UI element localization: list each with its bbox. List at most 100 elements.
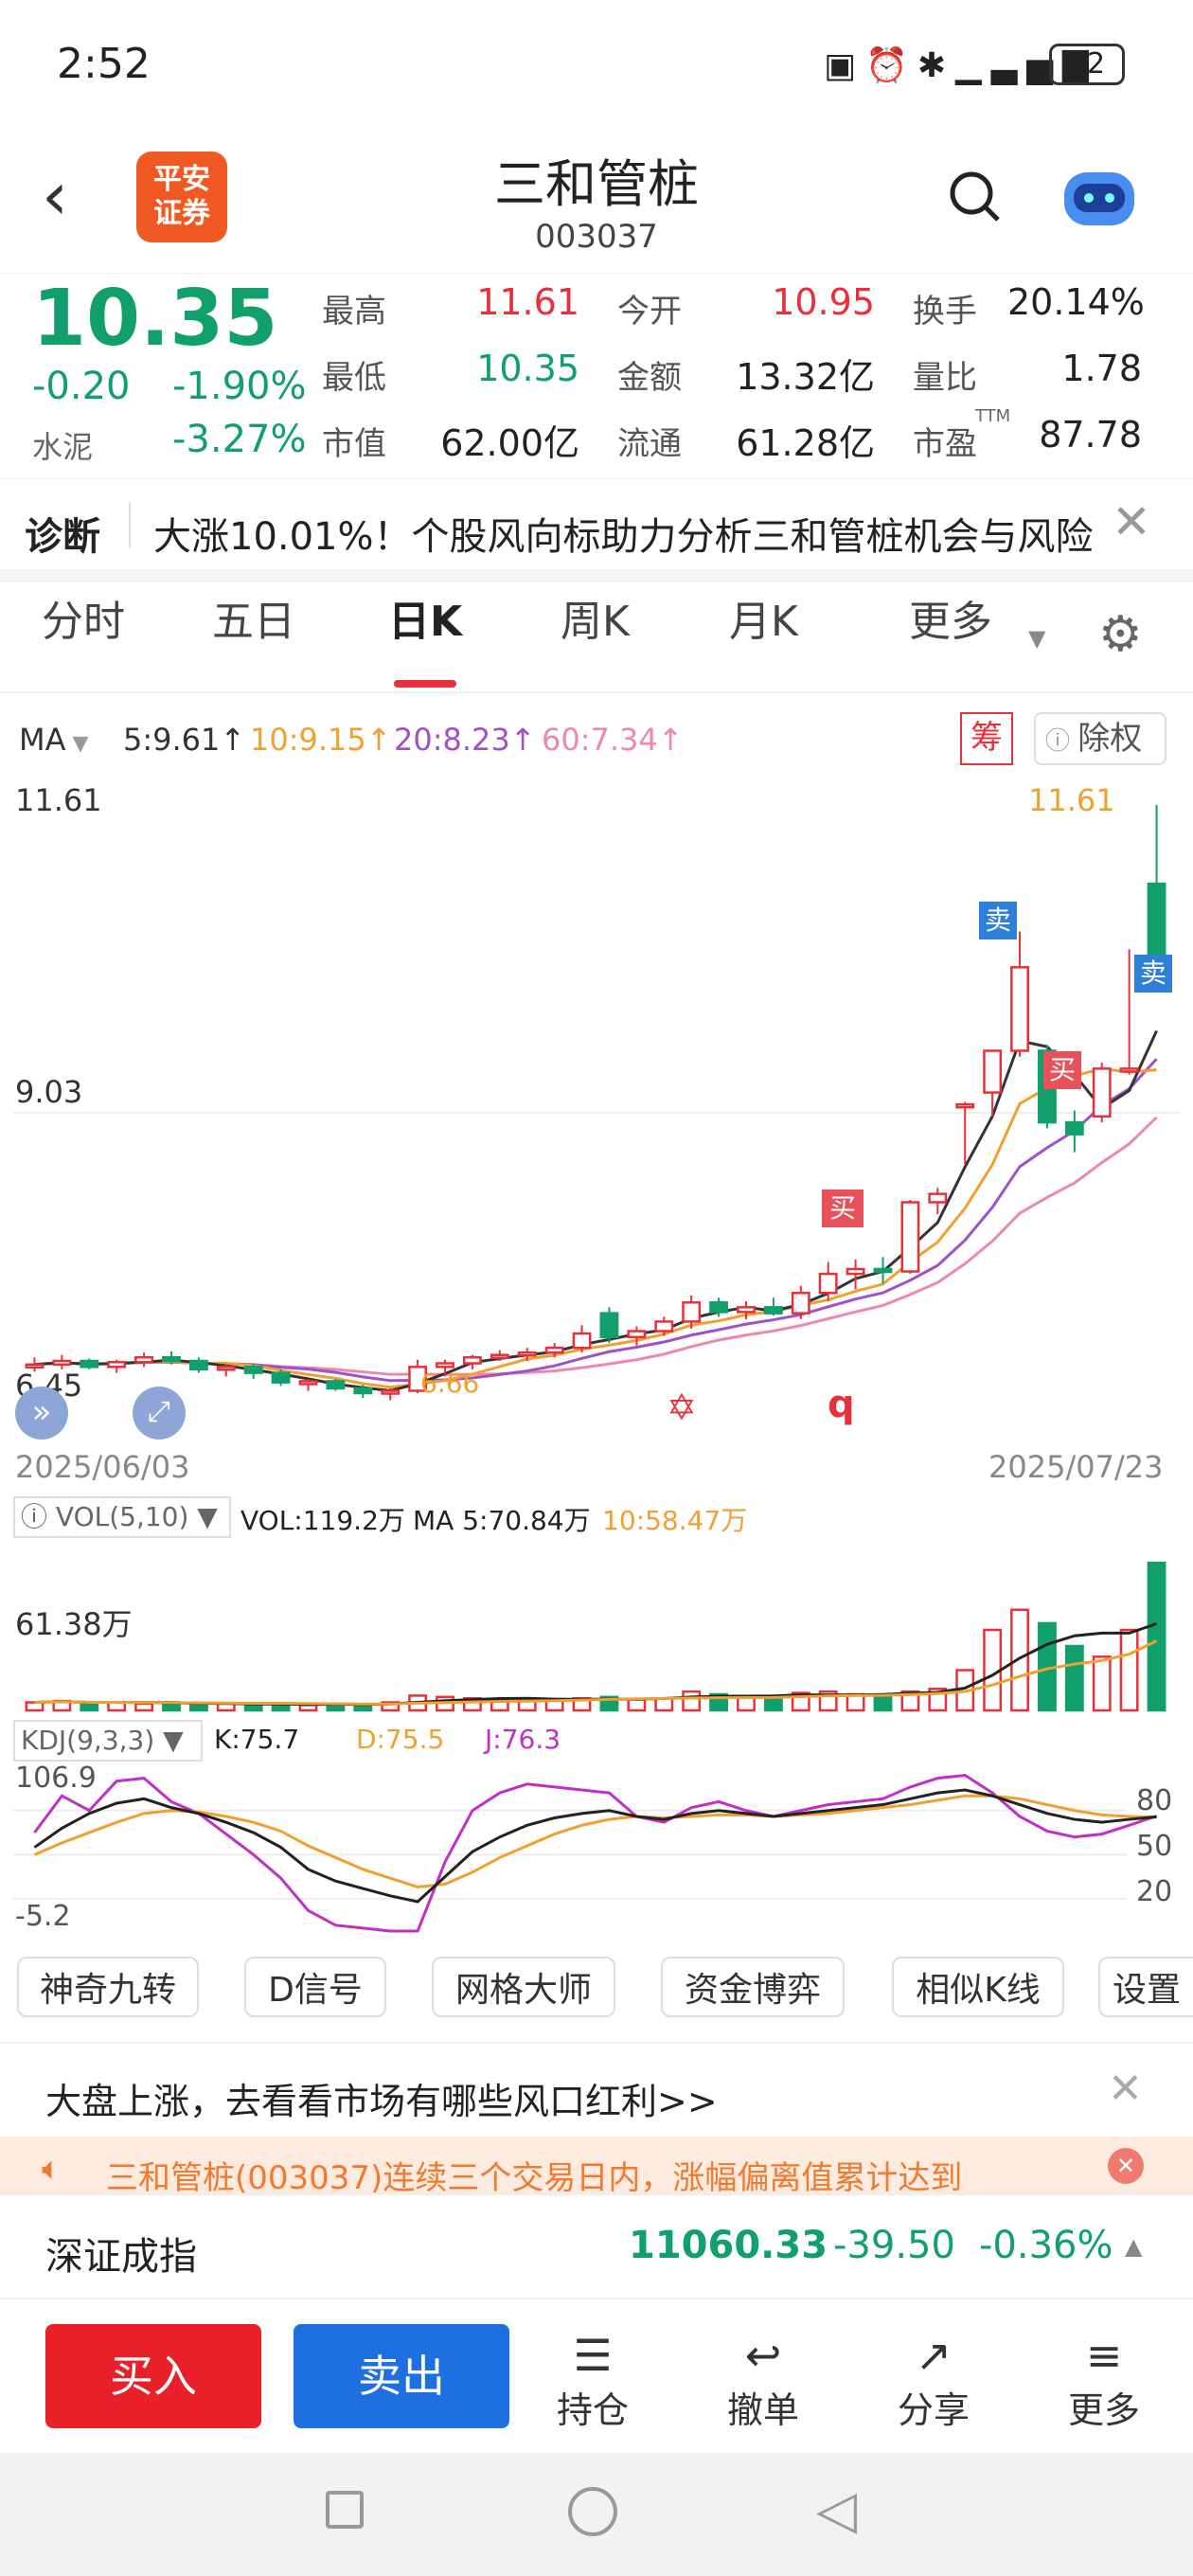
candle-body (463, 1355, 482, 1365)
chip-button[interactable]: 筹 (960, 712, 1013, 765)
ma10-line (34, 1066, 1157, 1389)
tab-daily-k[interactable]: 日K (388, 598, 463, 646)
nav-share[interactable]: ↗ 分享 (877, 2330, 990, 2433)
tab-intraday[interactable]: 分时 (42, 598, 125, 646)
candle-body (1147, 882, 1166, 957)
volume-bar (1119, 1628, 1139, 1712)
speaker-icon: 🔈︎ (42, 2150, 62, 2188)
tool-grid-master[interactable]: 网格大师 (432, 1957, 615, 2017)
kdj-indicator-selector[interactable]: KDJ(9,3,3) ▼ (13, 1720, 203, 1762)
candle-body (818, 1272, 838, 1295)
info-icon: ⓘ (21, 1501, 56, 1532)
ma10-value: 10:9.15↑ (250, 722, 392, 758)
nav-cancel-order[interactable]: ↩ 撤单 (706, 2330, 820, 2433)
active-tab-indicator (394, 680, 456, 688)
close-icon[interactable]: ✕ (1108, 2065, 1143, 2113)
candle-body (52, 1359, 72, 1367)
index-name: 深证成指 (45, 2235, 197, 2279)
candle-body (298, 1380, 318, 1386)
diagnosis-bar[interactable]: 诊断 大涨10.01%！个股风向标助力分析三和管桩机会与风险 ✕ (0, 478, 1193, 582)
kdj-chart[interactable] (0, 1763, 1193, 1943)
candle-body (1064, 1120, 1084, 1136)
vol-y-label: 61.38万 (15, 1606, 133, 1642)
tab-five-day[interactable]: 五日 (212, 598, 295, 646)
nav-more[interactable]: ≡ 更多 (1047, 2330, 1161, 2433)
notice-banner[interactable]: 🔈︎ 三和管桩(003037)连续三个交易日内，涨幅偏离值累计达到 ✕ (0, 2137, 1193, 2193)
tool-fund-game[interactable]: 资金博弈 (661, 1957, 845, 2017)
vol-ma5: MA 5:70.84万 (413, 1505, 591, 1536)
candle-body (107, 1361, 127, 1368)
tab-more[interactable]: 更多 (909, 598, 992, 646)
tool-magic-nine[interactable]: 神奇九转 (17, 1957, 199, 2017)
index-change-pct: -0.36% (979, 2224, 1113, 2267)
candle-body (25, 1363, 45, 1369)
status-time: 2:52 (57, 40, 151, 88)
ex-right-button[interactable]: ⓘ 除权 (1034, 712, 1166, 765)
close-icon[interactable]: ✕ (1108, 2148, 1144, 2184)
buy-button[interactable]: 买入 (45, 2324, 261, 2428)
volume-chart[interactable] (0, 1540, 1193, 1714)
q-marker: q (828, 1383, 855, 1426)
back-icon[interactable]: ‹ (42, 157, 68, 235)
header: ‹ 平安 证券 三和管桩 003037 (0, 142, 1193, 275)
candle-body (216, 1366, 236, 1371)
quote-field-label: 最低 (322, 359, 386, 397)
fullscreen-icon[interactable]: ⤢ (133, 1386, 186, 1440)
close-icon[interactable]: ✕ (1112, 494, 1151, 549)
nav-cancel-label: 撤单 (726, 2389, 799, 2431)
candle-body (737, 1306, 756, 1314)
chevron-down-icon[interactable]: ▼ (1028, 625, 1046, 652)
buy-marker[interactable]: 买 (822, 1190, 864, 1227)
buy-marker[interactable]: 买 (1043, 1051, 1081, 1089)
nav-positions[interactable]: ☰ 持仓 (536, 2330, 650, 2433)
robot-assistant-icon[interactable] (1057, 159, 1142, 235)
kline-chart[interactable] (0, 777, 1193, 1440)
search-icon[interactable] (947, 169, 1004, 225)
broker-logo: 平安 证券 (136, 152, 227, 242)
quote-field-value: 61.28亿 (736, 422, 875, 464)
candle-body (353, 1386, 373, 1395)
quote-field-value: 10.95 (772, 281, 875, 323)
candle-body (490, 1353, 509, 1359)
candle-body (846, 1267, 865, 1276)
status-icons: ▣⏰✱▁▃▅▇ (824, 46, 1098, 85)
tool-d-signal[interactable]: D信号 (244, 1957, 386, 2017)
sell-marker[interactable]: 卖 (1134, 955, 1172, 993)
recent-apps-icon[interactable] (326, 2491, 364, 2529)
vol-indicator-selector[interactable]: ⓘ VOL(5,10) ▼ (13, 1496, 231, 1538)
vol-label: VOL(5,10) (55, 1501, 189, 1532)
tab-weekly-k[interactable]: 周K (561, 598, 630, 646)
quote-field-label: 换手 (913, 293, 977, 331)
volume-bar (243, 1704, 263, 1712)
quote-field-value: 87.78 (1039, 414, 1142, 456)
promo-banner[interactable]: 大盘上涨，去看看市场有哪些风口红利>> ✕ (0, 2042, 1193, 2137)
settings-gear-icon[interactable]: ⚙ (1098, 606, 1143, 663)
quote-field-label: 量比 (913, 359, 977, 397)
index-bar[interactable]: 深证成指 11060.33 -39.50 -0.36% ▲ (0, 2193, 1193, 2299)
candle-body (928, 1192, 948, 1204)
ma-selector[interactable]: MA ▼ (19, 722, 88, 758)
sell-button[interactable]: 卖出 (294, 2324, 509, 2428)
home-icon[interactable] (568, 2487, 617, 2536)
sell-marker[interactable]: 卖 (979, 902, 1017, 939)
tab-monthly-k[interactable]: 月K (729, 598, 798, 646)
pe-ttm-label: TTM (975, 406, 1011, 426)
quote-field-label: 金额 (617, 359, 682, 397)
quote-field-value: 1.78 (1061, 348, 1142, 389)
sector-name[interactable]: 水泥 (32, 429, 94, 465)
ma20-value: 20:8.23↑ (394, 722, 536, 758)
tool-settings[interactable]: 设置 (1098, 1957, 1193, 2017)
quote-field-label: 流通 (617, 425, 682, 463)
chevron-up-icon[interactable]: ▲ (1125, 2233, 1143, 2260)
quote-field-value: 11.61 (476, 281, 579, 323)
ex-right-label: 除权 (1077, 720, 1143, 758)
expand-icon[interactable]: » (15, 1386, 68, 1440)
candle-body (682, 1301, 702, 1323)
candle-body (544, 1346, 564, 1354)
sector-change: -3.27% (172, 418, 307, 461)
candle-body (517, 1351, 537, 1357)
tool-similar-kline[interactable]: 相似K线 (892, 1957, 1064, 2017)
quote-field-value: 10.35 (476, 348, 579, 389)
back-nav-icon[interactable]: ◁ (816, 2479, 858, 2541)
ma60-value: 60:7.34↑ (542, 722, 684, 758)
